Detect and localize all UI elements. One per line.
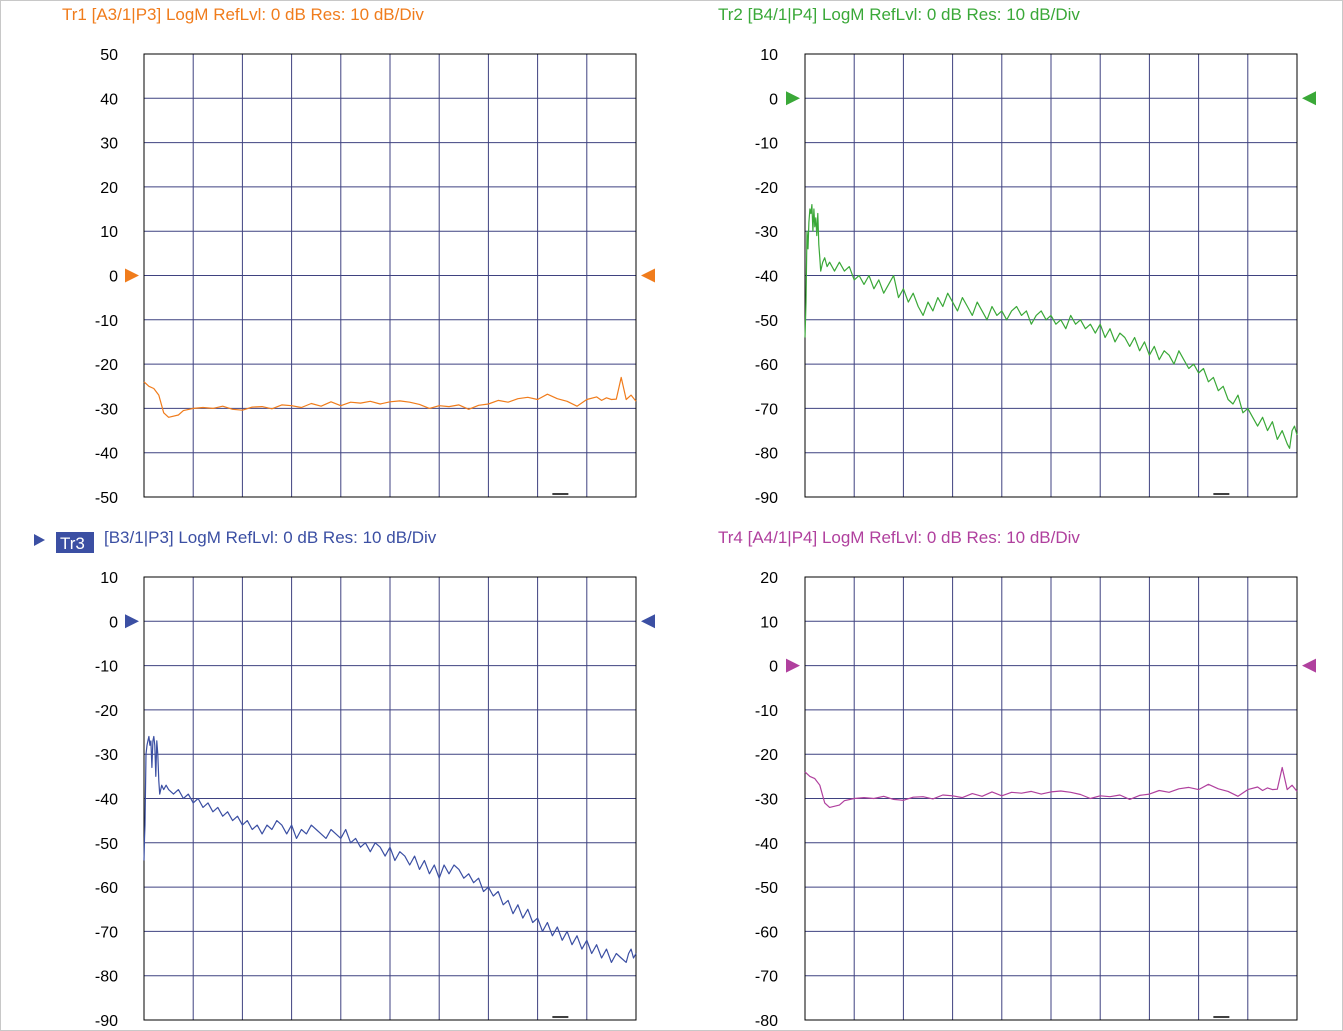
y-tick-label: -80 bbox=[95, 969, 118, 986]
ref-level-left-marker-icon bbox=[786, 659, 800, 673]
chart-panel-tr3: [B3/1|P3] LogM RefLvl: 0 dB Res: 10 dB/D… bbox=[34, 528, 655, 1030]
y-tick-label: -90 bbox=[755, 490, 778, 507]
y-tick-label: -70 bbox=[95, 924, 118, 941]
y-tick-label: -50 bbox=[95, 490, 118, 507]
y-tick-label: -30 bbox=[95, 401, 118, 418]
y-tick-label: -80 bbox=[755, 1013, 778, 1030]
ref-level-left-marker-icon bbox=[125, 614, 139, 628]
y-tick-label: -40 bbox=[755, 269, 778, 286]
ref-level-left-marker-icon bbox=[786, 91, 800, 105]
y-tick-label: -20 bbox=[95, 703, 118, 720]
y-tick-label: -30 bbox=[95, 747, 118, 764]
y-tick-label: 10 bbox=[100, 570, 118, 587]
chart-panel-tr4: Tr4 [A4/1|P4] LogM RefLvl: 0 dB Res: 10 … bbox=[718, 528, 1316, 1030]
y-tick-label: -60 bbox=[755, 357, 778, 374]
chart-panel-tr2: Tr2 [B4/1|P4] LogM RefLvl: 0 dB Res: 10 … bbox=[718, 5, 1316, 507]
y-tick-label: -20 bbox=[95, 357, 118, 374]
trace-header: [B3/1|P3] LogM RefLvl: 0 dB Res: 10 dB/D… bbox=[104, 528, 437, 547]
active-trace-label: Tr3 bbox=[60, 534, 85, 553]
y-tick-label: 10 bbox=[760, 47, 778, 64]
y-tick-label: -50 bbox=[755, 313, 778, 330]
y-tick-label: -70 bbox=[755, 401, 778, 418]
y-tick-label: 40 bbox=[100, 91, 118, 108]
ref-level-right-marker-icon bbox=[641, 614, 655, 628]
y-tick-label: 0 bbox=[109, 269, 118, 286]
y-tick-label: 0 bbox=[109, 614, 118, 631]
y-tick-label: 20 bbox=[100, 180, 118, 197]
y-tick-label: 50 bbox=[100, 47, 118, 64]
y-tick-label: -80 bbox=[755, 446, 778, 463]
active-trace-pointer-icon bbox=[34, 534, 45, 546]
y-tick-label: 20 bbox=[760, 570, 778, 587]
y-tick-label: 10 bbox=[100, 224, 118, 241]
ref-level-right-marker-icon bbox=[641, 269, 655, 283]
y-tick-label: -60 bbox=[755, 924, 778, 941]
y-tick-label: -40 bbox=[95, 792, 118, 809]
y-tick-label: -50 bbox=[755, 880, 778, 897]
y-tick-label: -90 bbox=[95, 1013, 118, 1030]
y-tick-label: -60 bbox=[95, 880, 118, 897]
y-tick-label: -10 bbox=[95, 659, 118, 676]
y-tick-label: -10 bbox=[755, 703, 778, 720]
y-tick-label: -10 bbox=[755, 136, 778, 153]
y-tick-label: -30 bbox=[755, 224, 778, 241]
trace-header: Tr1 [A3/1|P3] LogM RefLvl: 0 dB Res: 10 … bbox=[62, 5, 424, 24]
y-tick-label: 0 bbox=[769, 91, 778, 108]
y-tick-label: -40 bbox=[95, 446, 118, 463]
trace-header: Tr4 [A4/1|P4] LogM RefLvl: 0 dB Res: 10 … bbox=[718, 528, 1080, 547]
trace-header: Tr2 [B4/1|P4] LogM RefLvl: 0 dB Res: 10 … bbox=[718, 5, 1080, 24]
ref-level-right-marker-icon bbox=[1302, 91, 1316, 105]
y-tick-label: 30 bbox=[100, 136, 118, 153]
y-tick-label: 10 bbox=[760, 614, 778, 631]
y-tick-label: -30 bbox=[755, 792, 778, 809]
ref-level-right-marker-icon bbox=[1302, 659, 1316, 673]
ref-level-left-marker-icon bbox=[125, 269, 139, 283]
y-tick-label: -40 bbox=[755, 836, 778, 853]
y-tick-label: -20 bbox=[755, 747, 778, 764]
y-tick-label: -50 bbox=[95, 836, 118, 853]
y-tick-label: -10 bbox=[95, 313, 118, 330]
chart-panel-tr1: Tr1 [A3/1|P3] LogM RefLvl: 0 dB Res: 10 … bbox=[62, 5, 655, 507]
y-tick-label: -70 bbox=[755, 969, 778, 986]
y-tick-label: -20 bbox=[755, 180, 778, 197]
y-tick-label: 0 bbox=[769, 659, 778, 676]
